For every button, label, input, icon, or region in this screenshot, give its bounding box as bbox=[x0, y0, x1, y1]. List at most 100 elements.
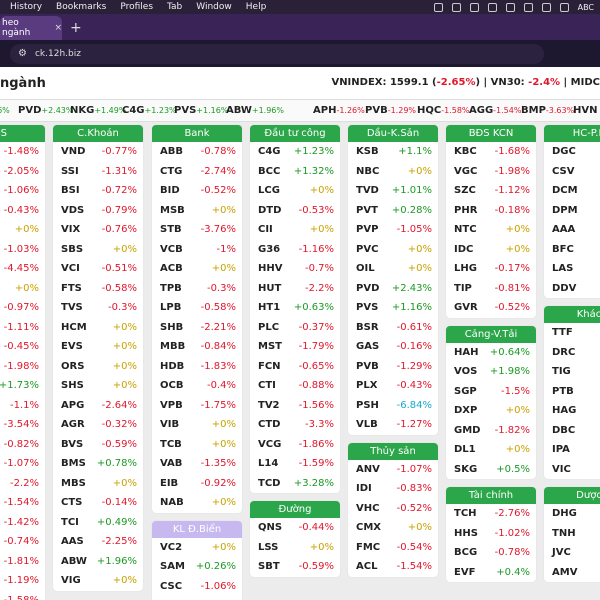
stock-row[interactable]: ACL -1.54% bbox=[348, 557, 438, 577]
stock-row[interactable]: NAB +0% bbox=[152, 493, 242, 513]
stock-row[interactable]: DXP +0% bbox=[446, 401, 536, 421]
stock-row[interactable]: TV2 -1.56% bbox=[250, 396, 340, 416]
ticker-item[interactable]: PVB-1.29% bbox=[365, 105, 416, 116]
stock-row[interactable]: OCB -0.4% bbox=[152, 376, 242, 396]
sector-card-title[interactable]: Dầu-K.Sản bbox=[348, 125, 438, 142]
stock-row[interactable]: -1.11% bbox=[0, 318, 45, 338]
stock-row[interactable]: L14 -1.59% bbox=[250, 454, 340, 474]
stock-row[interactable]: -1.48% bbox=[0, 142, 45, 162]
stock-row[interactable]: TVS -0.3% bbox=[53, 298, 143, 318]
stock-row[interactable]: SBS +0% bbox=[53, 240, 143, 260]
stock-row[interactable]: -1.58% bbox=[0, 591, 45, 600]
stock-row[interactable]: -1.42% bbox=[0, 513, 45, 533]
stock-row[interactable]: C4G +1.23% bbox=[250, 142, 340, 162]
stock-row[interactable]: STB -3.76% bbox=[152, 220, 242, 240]
stock-row[interactable]: FTS -0.58% bbox=[53, 279, 143, 299]
stock-row[interactable]: HAH +0.64% bbox=[446, 343, 536, 363]
status-app-icon[interactable] bbox=[559, 2, 569, 12]
stock-row[interactable]: AGR -0.32% bbox=[53, 415, 143, 435]
ticker-item[interactable]: AGG-1.54% bbox=[469, 105, 521, 116]
stock-row[interactable]: -4.45% bbox=[0, 259, 45, 279]
stock-row[interactable]: -0.82% bbox=[0, 435, 45, 455]
stock-row[interactable]: CII +0% bbox=[250, 220, 340, 240]
stock-row[interactable]: APG -2.64% bbox=[53, 396, 143, 416]
ticker-item[interactable]: BMP-3.63% bbox=[521, 105, 574, 116]
menu-bookmarks[interactable]: Bookmarks bbox=[56, 2, 107, 12]
stock-row[interactable]: VIX -0.76% bbox=[53, 220, 143, 240]
stock-row[interactable]: ANV -1.07% bbox=[348, 460, 438, 480]
stock-row[interactable]: FMC -0.54% bbox=[348, 538, 438, 558]
stock-row[interactable]: -1.19% bbox=[0, 571, 45, 591]
stock-row[interactable]: BSI -0.72% bbox=[53, 181, 143, 201]
stock-row[interactable]: BFC bbox=[544, 240, 600, 260]
stock-row[interactable]: CTD -3.3% bbox=[250, 415, 340, 435]
stock-row[interactable]: KBC -1.68% bbox=[446, 142, 536, 162]
close-tab-icon[interactable]: × bbox=[54, 23, 62, 33]
stock-row[interactable]: -0.43% bbox=[0, 201, 45, 221]
stock-row[interactable]: VIG +0% bbox=[53, 571, 143, 591]
stock-row[interactable]: TPB -0.3% bbox=[152, 279, 242, 299]
status-app-icon[interactable] bbox=[505, 2, 515, 12]
stock-row[interactable]: IDC +0% bbox=[446, 240, 536, 260]
stock-row[interactable]: SHB -2.21% bbox=[152, 318, 242, 338]
stock-row[interactable]: EVS +0% bbox=[53, 337, 143, 357]
menu-tab[interactable]: Tab bbox=[167, 2, 183, 12]
stock-row[interactable]: DGC bbox=[544, 142, 600, 162]
stock-row[interactable]: PLC -0.37% bbox=[250, 318, 340, 338]
stock-row[interactable]: PLX -0.43% bbox=[348, 376, 438, 396]
stock-row[interactable]: MBS +0% bbox=[53, 474, 143, 494]
status-app-icon[interactable] bbox=[487, 2, 497, 12]
status-app-icon[interactable] bbox=[523, 2, 533, 12]
stock-row[interactable]: CTS -0.14% bbox=[53, 493, 143, 513]
stock-row[interactable]: VLB -1.27% bbox=[348, 415, 438, 435]
stock-row[interactable]: IDI -0.83% bbox=[348, 479, 438, 499]
ticker-item[interactable]: 36% bbox=[0, 105, 10, 116]
stock-row[interactable]: VND -0.77% bbox=[53, 142, 143, 162]
stock-row[interactable]: CMX +0% bbox=[348, 518, 438, 538]
stock-row[interactable]: VIB +0% bbox=[152, 415, 242, 435]
sector-card-title[interactable]: Thủy sản bbox=[348, 442, 438, 460]
stock-row[interactable]: SHS +0% bbox=[53, 376, 143, 396]
stock-row[interactable]: TIG bbox=[544, 362, 600, 382]
stock-row[interactable]: HCM +0% bbox=[53, 318, 143, 338]
menu-history[interactable]: History bbox=[10, 2, 43, 12]
stock-row[interactable]: IPA bbox=[544, 440, 600, 460]
stock-row[interactable]: SZC -1.12% bbox=[446, 181, 536, 201]
status-app-icon[interactable] bbox=[433, 2, 443, 12]
stock-row[interactable]: BCC +1.32% bbox=[250, 162, 340, 182]
stock-row[interactable]: VIC bbox=[544, 460, 600, 480]
stock-row[interactable]: VCB -1% bbox=[152, 240, 242, 260]
sector-card-title[interactable]: C.Khoán bbox=[53, 125, 143, 142]
stock-row[interactable]: TCD +3.28% bbox=[250, 474, 340, 494]
stock-row[interactable]: HUT -2.2% bbox=[250, 279, 340, 299]
stock-row[interactable]: JVC bbox=[544, 543, 600, 563]
stock-row[interactable]: DL1 +0% bbox=[446, 440, 536, 460]
stock-row[interactable]: LHG -0.17% bbox=[446, 259, 536, 279]
stock-row[interactable]: FCN -0.65% bbox=[250, 357, 340, 377]
stock-row[interactable]: TTF bbox=[544, 323, 600, 343]
stock-row[interactable]: BCG -0.78% bbox=[446, 543, 536, 563]
stock-row[interactable]: SGP -1.5% bbox=[446, 382, 536, 402]
stock-row[interactable]: HAG bbox=[544, 401, 600, 421]
stock-row[interactable]: NBC +0% bbox=[348, 162, 438, 182]
stock-row[interactable]: -1.98% bbox=[0, 357, 45, 377]
stock-row[interactable]: HHV -0.7% bbox=[250, 259, 340, 279]
sector-card-title[interactable]: HC-P.B bbox=[544, 125, 600, 142]
stock-row[interactable]: ORS +0% bbox=[53, 357, 143, 377]
stock-row[interactable]: VGC -1.98% bbox=[446, 162, 536, 182]
ticker-item[interactable]: NKG+1.49% bbox=[70, 105, 126, 116]
stock-row[interactable]: QNS -0.44% bbox=[250, 518, 340, 538]
sector-card-title[interactable]: Đường bbox=[250, 501, 340, 518]
stock-row[interactable]: AAS -2.25% bbox=[53, 532, 143, 552]
stock-row[interactable]: -1.07% bbox=[0, 454, 45, 474]
stock-row[interactable]: KSB +1.1% bbox=[348, 142, 438, 162]
browser-tab-active[interactable]: heo ngành × bbox=[0, 16, 62, 40]
stock-row[interactable]: GMD -1.82% bbox=[446, 421, 536, 441]
stock-row[interactable]: VCG -1.86% bbox=[250, 435, 340, 455]
stock-row[interactable]: DDV bbox=[544, 279, 600, 299]
stock-row[interactable]: LAS bbox=[544, 259, 600, 279]
status-app-icon[interactable] bbox=[469, 2, 479, 12]
site-info-icon[interactable]: ⚙ bbox=[18, 48, 27, 59]
stock-row[interactable]: VHC -0.52% bbox=[348, 499, 438, 519]
stock-row[interactable]: ABB -0.78% bbox=[152, 142, 242, 162]
